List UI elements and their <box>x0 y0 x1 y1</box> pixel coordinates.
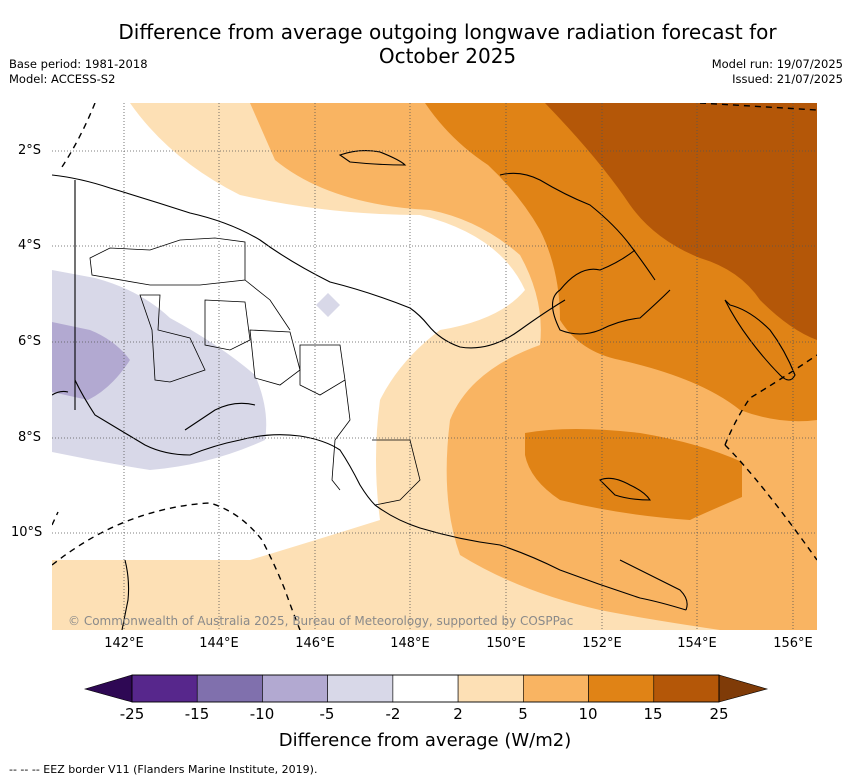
colorbar-tick-label: -5 <box>319 705 335 723</box>
new-guinea-north-coast <box>52 174 566 349</box>
river-fly <box>184 402 256 431</box>
colorbar-segment <box>588 674 655 703</box>
page-title: Difference from average outgoing longwav… <box>0 20 850 68</box>
colorbar-segment <box>196 674 263 703</box>
colorbar-tick-label: -2 <box>385 705 401 723</box>
lon-label: 146°E <box>295 636 335 651</box>
colorbar-segment <box>523 674 589 703</box>
shading-neg-10 <box>52 322 130 400</box>
lon-label: 148°E <box>390 636 430 651</box>
colorbar <box>83 674 769 703</box>
lon-label: 156°E <box>773 636 813 651</box>
louisiade-islands <box>619 559 688 611</box>
colorbar-segment <box>131 674 198 703</box>
lon-label: 144°E <box>199 636 239 651</box>
colorbar-segment <box>327 674 394 703</box>
new-britain <box>551 249 671 335</box>
issued-date: Issued: 21/07/2025 <box>732 72 843 86</box>
colorbar-segment <box>653 674 720 703</box>
eez-legend-note: -- -- -- EEZ border V11 (Flanders Marine… <box>9 763 318 776</box>
lat-label: 6°S <box>18 334 42 349</box>
eez-borders <box>52 103 817 630</box>
base-period: Base period: 1981-2018 <box>9 57 148 71</box>
lon-label: 152°E <box>582 636 622 651</box>
new-ireland <box>499 172 656 281</box>
province-borders <box>89 237 421 506</box>
colorbar-tick-label: 10 <box>578 705 598 723</box>
meta-left: Base period: 1981-2018 Model: ACCESS-S2 <box>9 57 148 87</box>
meta-right: Model run: 19/07/2025 Issued: 21/07/2025 <box>712 57 843 87</box>
shading-10-15-south <box>525 429 742 520</box>
shading-neg-small <box>316 293 340 317</box>
model-name: Model: ACCESS-S2 <box>9 72 116 86</box>
lon-label: 154°E <box>677 636 717 651</box>
manus-island <box>338 149 407 166</box>
colorbar-under-arrow <box>83 674 133 703</box>
colorbar-segment <box>392 674 459 703</box>
bougainville <box>724 299 796 381</box>
lat-label: 8°S <box>18 430 42 445</box>
copyright-notice: © Commonwealth of Australia 2025, Bureau… <box>68 614 574 628</box>
lat-label: 2°S <box>18 143 42 158</box>
lat-label: 4°S <box>18 238 42 253</box>
colorbar-tick-label: 2 <box>453 705 463 723</box>
lon-label: 142°E <box>104 636 144 651</box>
lat-label: 10°S <box>11 525 43 540</box>
colorbar-segment <box>262 674 328 703</box>
colorbar-tick-label: 15 <box>643 705 663 723</box>
colorbar-segment <box>457 674 524 703</box>
title-line-1: Difference from average outgoing longwav… <box>118 20 777 44</box>
colorbar-tick-label: 5 <box>518 705 528 723</box>
colorbar-over-arrow <box>718 674 769 703</box>
shading-neg-5 <box>52 270 267 470</box>
colorbar-tick-label: -15 <box>184 705 210 723</box>
coastlines <box>52 149 796 630</box>
model-run: Model run: 19/07/2025 <box>711 57 843 71</box>
colorbar-tick-label: -10 <box>249 705 275 723</box>
title-line-2: October 2025 <box>378 44 517 68</box>
colorbar-tick-label: -25 <box>119 705 145 723</box>
colorbar-tick-label: 25 <box>709 705 729 723</box>
torres-strait-cape-york <box>121 559 130 630</box>
graticule <box>52 103 817 630</box>
lon-label: 150°E <box>486 636 526 651</box>
colorbar-title: Difference from average (W/m2) <box>278 730 572 751</box>
dentrecasteaux-islands <box>599 477 651 501</box>
new-guinea-south-coast <box>52 379 687 611</box>
shading-15-25 <box>545 103 817 340</box>
